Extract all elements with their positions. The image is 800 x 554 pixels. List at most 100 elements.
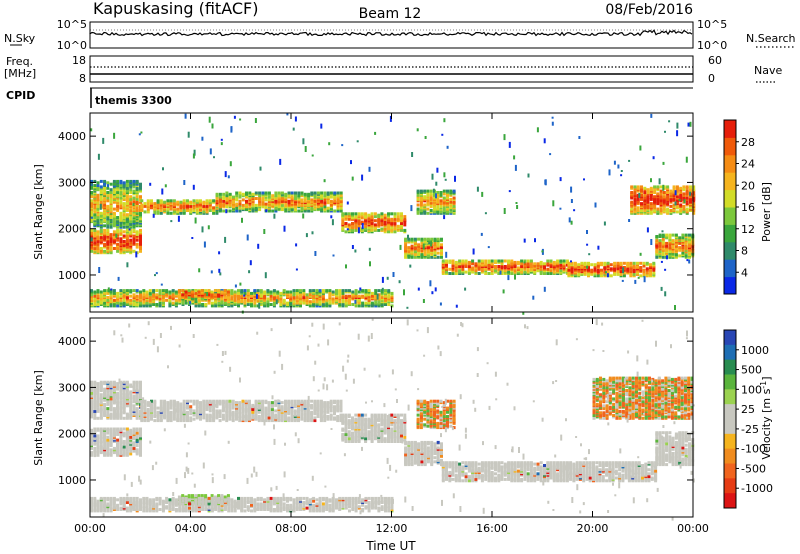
data-cell [119, 298, 123, 302]
data-cell [90, 210, 93, 214]
data-cell [226, 293, 230, 297]
data-cell [132, 404, 136, 408]
data-cell [645, 271, 649, 275]
cpid-value: themis 3300 [95, 94, 172, 107]
data-cell [494, 265, 497, 268]
data-speck [689, 121, 692, 127]
data-cell [254, 197, 258, 200]
data-cell [429, 189, 433, 193]
data-speck [207, 225, 210, 230]
data-cell [407, 237, 411, 241]
data-cell [129, 191, 133, 194]
data-cell [228, 192, 232, 196]
data-cell [274, 403, 278, 407]
data-cell [202, 399, 206, 403]
data-cell [194, 289, 198, 293]
data-cell [223, 289, 227, 293]
data-cell [282, 298, 286, 302]
data-cell [169, 410, 173, 414]
data-cell [484, 272, 488, 275]
data-cell [119, 294, 123, 298]
data-cell [374, 289, 378, 293]
data-cell [254, 206, 258, 210]
data-cell [692, 211, 696, 215]
data-cell [507, 270, 511, 274]
data-speck [279, 158, 282, 165]
data-cell [189, 405, 193, 409]
data-cell [235, 206, 239, 210]
data-cell [600, 261, 603, 265]
data-cell [140, 199, 144, 203]
data-cell [546, 267, 550, 271]
data-speck [234, 284, 237, 288]
data-cell [258, 197, 262, 200]
data-cell [241, 192, 245, 196]
data-cell [640, 188, 643, 192]
data-speck [650, 113, 653, 118]
data-cell [377, 217, 381, 221]
data-cell [225, 413, 229, 417]
data-speck [149, 182, 152, 186]
data-cell [339, 206, 343, 210]
data-speck [213, 156, 215, 159]
data-cell [633, 210, 637, 214]
data-cell [562, 259, 566, 263]
data-cell [341, 291, 345, 295]
data-cell [656, 207, 660, 211]
data-cell [129, 202, 133, 206]
data-cell [403, 228, 407, 232]
data-speck [113, 132, 116, 139]
data-cell [103, 224, 107, 228]
data-cell [344, 289, 348, 293]
data-cell [135, 245, 139, 249]
data-cell [533, 262, 537, 266]
data-cell [666, 191, 670, 194]
data-cell [238, 410, 242, 414]
data-cell [661, 237, 665, 241]
data-cell [254, 203, 258, 207]
data-cell [264, 416, 268, 420]
y-tick-label: 2000 [58, 223, 86, 236]
freq-panel: Freq. [MHz] 18 8 60 0 Nave [4, 54, 782, 85]
data-cell [172, 399, 176, 403]
data-cell [684, 244, 688, 248]
data-cell [619, 261, 623, 265]
data-cell [494, 269, 497, 273]
data-speck [170, 220, 173, 223]
data-cell [195, 199, 199, 203]
data-cell [93, 446, 97, 450]
data-cell [300, 412, 304, 416]
data-cell [116, 179, 120, 183]
data-cell [416, 207, 420, 211]
data-cell [166, 199, 170, 203]
data-speck [330, 215, 333, 219]
data-cell [300, 206, 304, 210]
data-cell [639, 266, 643, 269]
data-cell [140, 203, 144, 207]
data-cell [658, 250, 662, 254]
data-cell [132, 427, 136, 431]
data-cell [125, 404, 129, 408]
data-speck [689, 191, 692, 196]
data-speck [658, 178, 661, 185]
data-cell [116, 204, 120, 208]
data-speck [398, 280, 401, 284]
data-cell [244, 399, 248, 403]
data-cell [565, 259, 569, 263]
data-cell [132, 380, 136, 384]
data-cell [536, 262, 540, 266]
data-speck [206, 292, 209, 296]
data-cell [294, 205, 297, 209]
data-speck [323, 179, 326, 183]
data-cell [129, 435, 133, 439]
data-cell [103, 231, 107, 235]
data-cell [155, 293, 159, 297]
data-cell [159, 417, 163, 421]
data-cell [116, 242, 120, 246]
data-cell [93, 303, 97, 306]
data-cell [182, 405, 186, 409]
data-cell [423, 250, 427, 254]
data-cell [649, 186, 653, 190]
data-cell [587, 272, 590, 276]
data-cell [436, 193, 440, 197]
